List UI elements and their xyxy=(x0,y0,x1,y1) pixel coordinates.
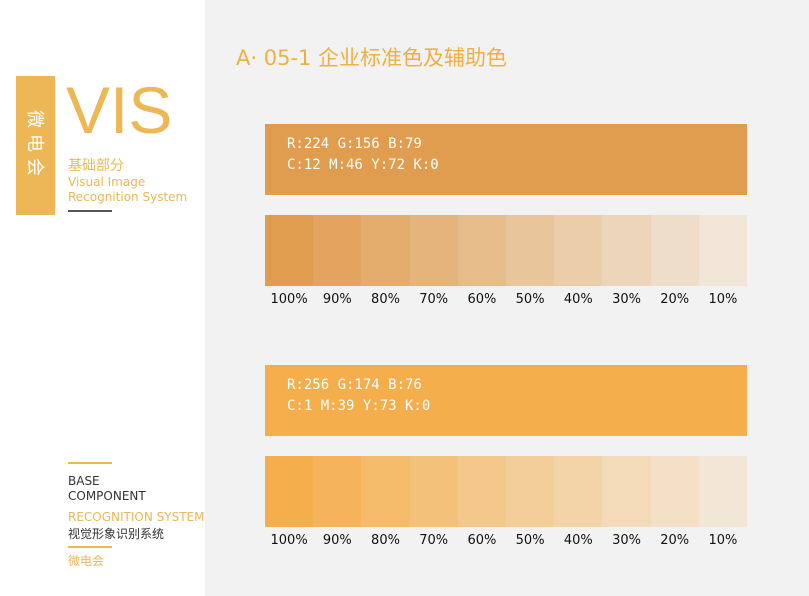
tint-label: 30% xyxy=(612,533,641,548)
sidebar: 微电会 VIS 基础部分 Visual Image Recognition Sys… xyxy=(0,0,205,596)
tint-label: 10% xyxy=(708,292,738,307)
tint-row-1 xyxy=(265,215,748,286)
divider xyxy=(68,546,112,548)
tint-labels-2: 100% 90% 80% 70% 60% 50% 40% 30% 20% 10% xyxy=(265,533,747,548)
rgb-values: R:224 G:156 B:79 xyxy=(287,136,422,152)
tint-swatch xyxy=(457,215,507,286)
tint-label: 70% xyxy=(419,292,449,307)
brand-vertical-text: 微电会 xyxy=(23,109,45,182)
tint-swatch xyxy=(506,215,555,286)
tint-label: 60% xyxy=(467,533,497,548)
tint-swatch xyxy=(457,456,507,527)
tint-label: 80% xyxy=(371,533,400,548)
tint-swatch xyxy=(506,456,555,527)
tint-label: 20% xyxy=(660,533,690,548)
tint-labels-1: 100% 90% 80% 70% 60% 50% 40% 30% 20% 10% xyxy=(265,292,747,307)
tint-swatch xyxy=(313,456,362,527)
tint-label: 40% xyxy=(563,292,593,307)
tint-swatch xyxy=(265,456,314,527)
cmyk-values: C:1 M:39 Y:73 K:0 xyxy=(287,398,431,414)
tint-label: 70% xyxy=(419,533,449,548)
tint-label: 20% xyxy=(660,292,690,307)
tint-label: 40% xyxy=(563,533,593,548)
tint-label: 90% xyxy=(322,292,352,307)
tint-label: 50% xyxy=(515,533,545,548)
tint-label: 50% xyxy=(515,292,545,307)
tint-swatch xyxy=(650,215,699,286)
base-line-2: COMPONENT xyxy=(68,489,146,503)
color-swatch-main-1: R:224 G:156 B:79 C:12 M:46 Y:72 K:0 xyxy=(265,124,747,195)
recognition-label: RECOGNITION SYSTEM xyxy=(68,510,205,524)
subtitle-en-2: Recognition System xyxy=(68,190,188,204)
tint-label: 100% xyxy=(270,533,308,548)
tint-label: 90% xyxy=(322,533,352,548)
tint-swatch xyxy=(361,456,410,527)
brand-vertical-tag: 微电会 xyxy=(16,76,55,215)
brand-footer: 微电会 xyxy=(68,554,105,568)
color-swatch-main-2: R:256 G:174 B:76 C:1 M:39 Y:73 K:0 xyxy=(265,365,747,436)
page-title: A· 05-1 企业标准色及辅助色 xyxy=(236,46,508,70)
tint-swatch xyxy=(265,215,314,286)
tint-label: 100% xyxy=(270,292,308,307)
vis-logo-text: VIS xyxy=(66,73,173,147)
tint-label: 60% xyxy=(467,292,497,307)
subtitle-cn: 基础部分 xyxy=(68,158,124,174)
tint-label: 10% xyxy=(708,533,738,548)
divider xyxy=(68,462,112,464)
tint-swatch xyxy=(313,215,362,286)
tint-swatch xyxy=(554,456,603,527)
tint-swatch xyxy=(409,456,458,527)
divider xyxy=(68,210,112,212)
subtitle-en: Visual Image Recognition System xyxy=(68,175,187,205)
tint-swatch xyxy=(650,456,699,527)
tint-swatch xyxy=(409,215,458,286)
tint-swatch xyxy=(698,456,748,527)
tint-row-2 xyxy=(265,456,748,527)
tint-swatch xyxy=(698,215,748,286)
base-component: BASE COMPONENT xyxy=(68,474,146,504)
tint-swatch xyxy=(602,456,651,527)
subtitle-en-1: Visual Image xyxy=(68,175,146,189)
base-line-1: BASE xyxy=(68,474,100,488)
cmyk-values: C:12 M:46 Y:72 K:0 xyxy=(287,157,439,173)
rgb-values: R:256 G:174 B:76 xyxy=(287,377,422,393)
tint-swatch xyxy=(602,215,651,286)
tint-swatch xyxy=(554,215,603,286)
tint-label: 80% xyxy=(371,292,400,307)
recognition-cn: 视觉形象识别系统 xyxy=(68,527,165,541)
tint-swatch xyxy=(361,215,410,286)
tint-label: 30% xyxy=(612,292,641,307)
